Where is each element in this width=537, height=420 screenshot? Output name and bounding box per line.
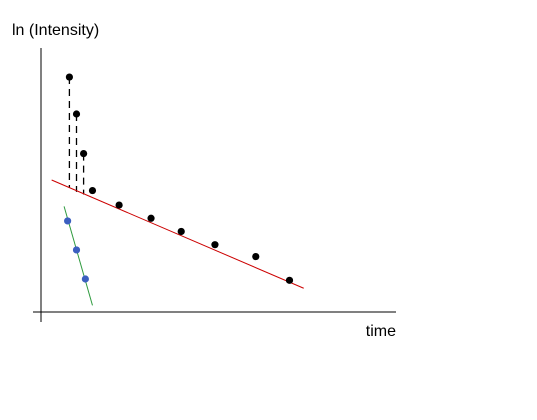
data-point: [285, 276, 294, 284]
data-points: [64, 73, 294, 284]
data-point: [252, 252, 260, 261]
data-point: [64, 217, 72, 225]
x-axis-label: time: [366, 323, 396, 340]
data-point: [72, 110, 81, 118]
residual-lines: [68, 77, 85, 195]
data-point: [211, 241, 219, 249]
fit-lines: [51, 179, 304, 306]
data-point: [177, 227, 185, 236]
data-point: [80, 150, 88, 158]
data-point: [147, 214, 155, 222]
fit-line: [51, 179, 304, 289]
data-point: [81, 275, 89, 283]
data-point: [72, 246, 81, 254]
data-point: [88, 186, 97, 195]
data-point: [65, 73, 73, 81]
y-axis-label: ln (Intensity): [12, 22, 99, 39]
data-point: [115, 201, 123, 209]
